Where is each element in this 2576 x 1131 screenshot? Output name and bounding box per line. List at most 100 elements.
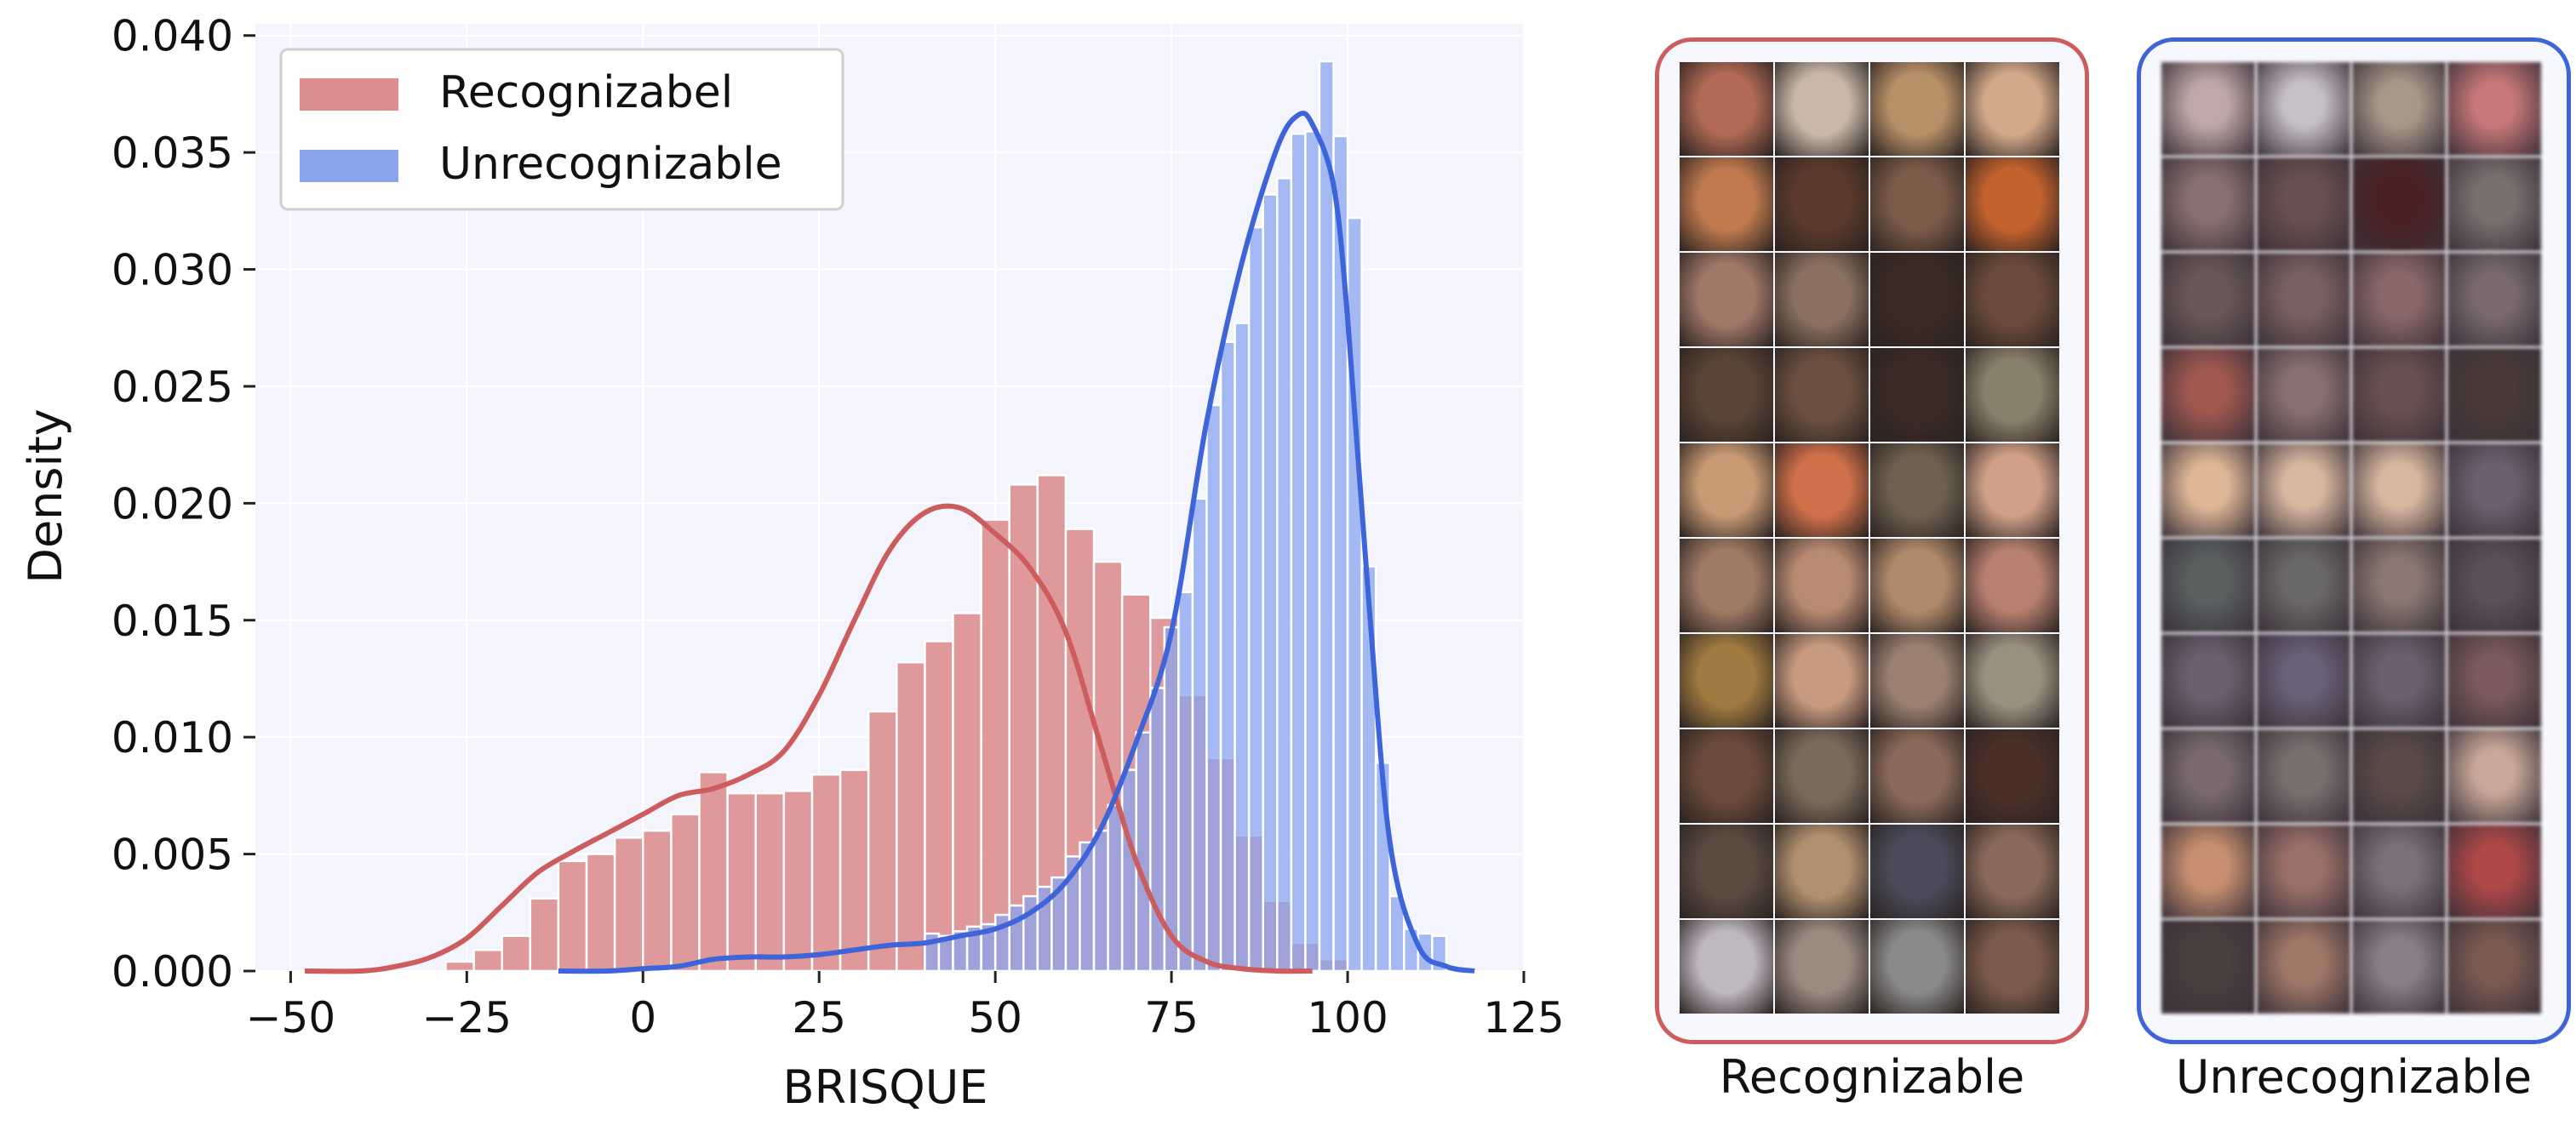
blurry-face-thumbnail [2447,825,2541,918]
recognizable-bar [529,897,560,973]
recognizable-bar [585,853,616,973]
blurry-face-thumbnail [2257,157,2350,251]
blurry-face-thumbnail [2447,539,2541,632]
face-thumbnail [1680,348,1773,442]
face-thumbnail [1775,825,1869,918]
face-thumbnail [1775,920,1869,1014]
y-tick-label: 0.030 [112,246,233,295]
unrecognizable-bar [1276,177,1293,973]
face-thumbnail [1870,348,1964,442]
unrecognizable-bar [1247,226,1264,973]
recognizable-bar [557,860,588,973]
face-thumbnail [1966,62,2059,156]
legend-label-unrecognizable: Unrecognizable [439,139,782,190]
unrecognizable-bar [1191,497,1208,973]
blurry-face-thumbnail [2352,539,2446,632]
x-tick-label: 100 [1307,993,1388,1042]
face-thumbnail [1680,443,1773,537]
blurry-face-thumbnail [2352,634,2446,728]
blurry-face-thumbnail [2161,920,2255,1014]
unrecognizable-bar [1318,60,1335,973]
blurry-face-thumbnail [2257,539,2350,632]
face-thumbnail [1680,729,1773,823]
axes: −50 −25 0 25 50 75 100 125 0.000 0.005 0.010 0.015 0… [112,12,1565,1042]
recognizable-bar [896,660,926,973]
recognizable-bar [726,791,757,973]
blurry-face-thumbnail [2352,253,2446,346]
face-thumbnail [1775,634,1869,728]
x-axis-label: BRISQUE [783,1060,988,1114]
face-thumbnail [1966,348,2059,442]
blurry-face-thumbnail [2161,253,2255,346]
face-thumbnail [1870,634,1964,728]
recognizable-bar [867,710,898,973]
face-thumbnail [1775,62,1869,156]
face-thumbnail [1775,157,1869,251]
x-tick-label: 0 [629,993,656,1042]
y-axis-label: Density [19,408,72,583]
legend-label-recognizable: Recognizabel [439,67,733,118]
unrecognizable-bar [1092,829,1109,973]
legend: Recognizabel Unrecognizable [279,48,844,211]
y-tick-label: 0.040 [112,12,233,61]
recognizable-bar [839,768,870,973]
face-thumbnail [1680,253,1773,346]
unrecognizable-bar [1149,687,1166,973]
y-tick-label: 0.010 [112,713,233,763]
face-thumbnail [1680,825,1773,918]
y-tick-label: 0.025 [112,363,233,412]
blurry-face-thumbnail [2257,62,2350,156]
face-thumbnail [1966,920,2059,1014]
unrecognizable-bar [1177,591,1194,973]
y-tick-label: 0.035 [112,129,233,178]
recognizable-bar [642,829,673,973]
face-thumbnail [1775,253,1869,346]
blurry-face-thumbnail [2161,729,2255,823]
blurry-face-thumbnail [2352,157,2446,251]
unrecognizable-bar [1304,130,1321,973]
unrecognizable-face-grid [2161,62,2541,1014]
face-thumbnail [1870,157,1964,251]
blurry-face-thumbnail [2352,348,2446,442]
face-thumbnail [1966,443,2059,537]
blurry-face-thumbnail [2257,348,2350,442]
recognizable-bar [472,949,503,973]
x-tick-label: −50 [246,993,336,1042]
x-tick-label: 25 [792,993,846,1042]
x-tick-label: −25 [422,993,512,1042]
unrecognizable-bar [1120,768,1137,973]
unrecognizable-bar [1290,132,1307,973]
blurry-face-thumbnail [2352,825,2446,918]
blurry-face-thumbnail [2447,157,2541,251]
blurry-face-thumbnail [2447,634,2541,728]
blurry-face-thumbnail [2447,253,2541,346]
recognizable-bar [952,612,982,973]
face-thumbnail [1966,539,2059,632]
recognizable-bar [613,837,644,973]
blurry-face-thumbnail [2161,825,2255,918]
blurry-face-thumbnail [2257,825,2350,918]
legend-swatch-recognizable [300,78,398,111]
legend-swatch-unrecognizable [300,150,398,182]
recognizable-bar [444,960,475,973]
recognizable-faces-panel [1655,37,2089,1044]
legend-frame [279,48,844,211]
blurry-face-thumbnail [2447,348,2541,442]
recognizable-panel-label: Recognizable [1719,1050,2025,1104]
x-tick-label: 50 [968,993,1022,1042]
unrecognizable-bar [1135,731,1152,973]
face-thumbnail [1775,539,1869,632]
blurry-face-thumbnail [2161,157,2255,251]
y-tick-label: 0.015 [112,597,233,646]
recognizable-bar [754,791,786,973]
face-thumbnail [1680,634,1773,728]
recognizable-face-grid [1680,62,2059,1014]
unrecognizable-bar [1262,193,1279,973]
face-thumbnail [1870,62,1964,156]
blurry-face-thumbnail [2352,920,2446,1014]
recognizable-bar [924,640,954,973]
blurry-face-thumbnail [2161,634,2255,728]
face-thumbnail [1870,539,1964,632]
recognizable-bar [782,790,814,973]
